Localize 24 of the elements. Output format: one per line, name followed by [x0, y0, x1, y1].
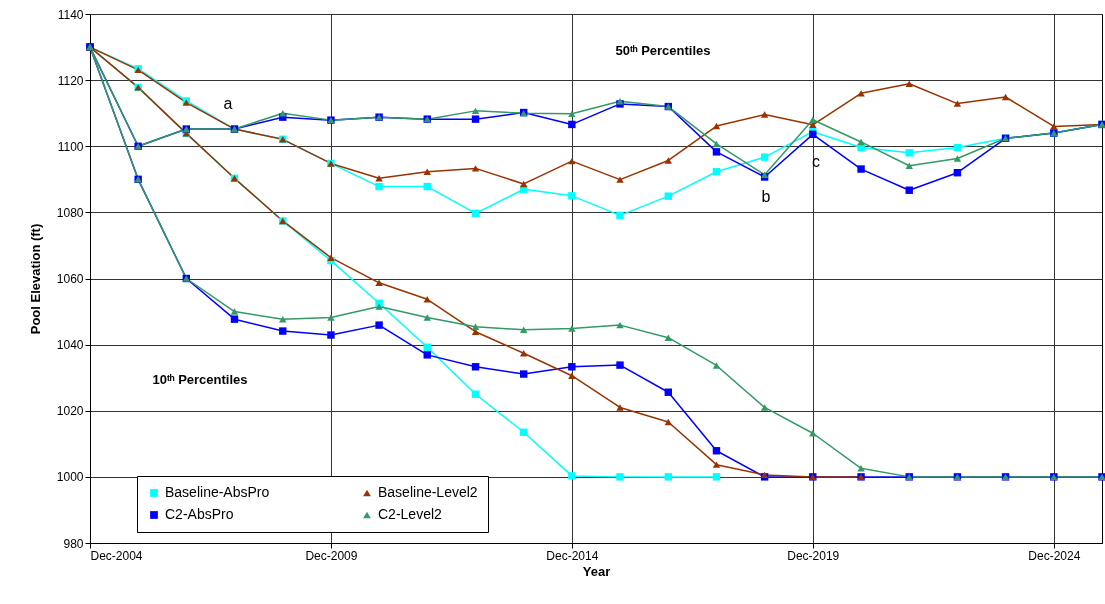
y-tick-label: 980 — [63, 536, 84, 551]
legend-label: C2-Level2 — [378, 506, 443, 522]
annotation: b — [761, 188, 771, 205]
legend-label: C2-AbsPro — [165, 506, 234, 522]
y-tick-label: 1000 — [56, 470, 84, 485]
legend-label: Baseline-Level2 — [378, 484, 478, 500]
x-tick-label: Dec-2009 — [305, 548, 358, 563]
y-tick-label: 1060 — [56, 272, 84, 286]
annotation: a — [223, 95, 233, 112]
x-tick-label: Dec-2019 — [787, 548, 840, 563]
y-tick-label: 1140 — [57, 7, 84, 22]
annotation: 10ᵗʰ Percentiles — [152, 372, 248, 387]
y-tick-label: 1020 — [56, 404, 84, 419]
annotation: 50ᵗʰ Percentiles — [615, 43, 711, 58]
y-axis-title: Pool Elevation (ft) — [27, 223, 43, 335]
legend-label: Baseline-AbsPro — [165, 484, 270, 500]
y-tick-label: 1040 — [56, 338, 84, 353]
x-tick-label: Dec-2024 — [1028, 548, 1081, 563]
x-tick-label: Dec-2004 — [90, 548, 143, 563]
x-axis-title: Year — [582, 563, 611, 579]
y-tick-label: 1100 — [57, 139, 84, 154]
x-tick-label: Dec-2014 — [546, 548, 599, 563]
y-tick-label: 1080 — [56, 205, 84, 220]
y-tick-label: 1120 — [57, 73, 84, 88]
